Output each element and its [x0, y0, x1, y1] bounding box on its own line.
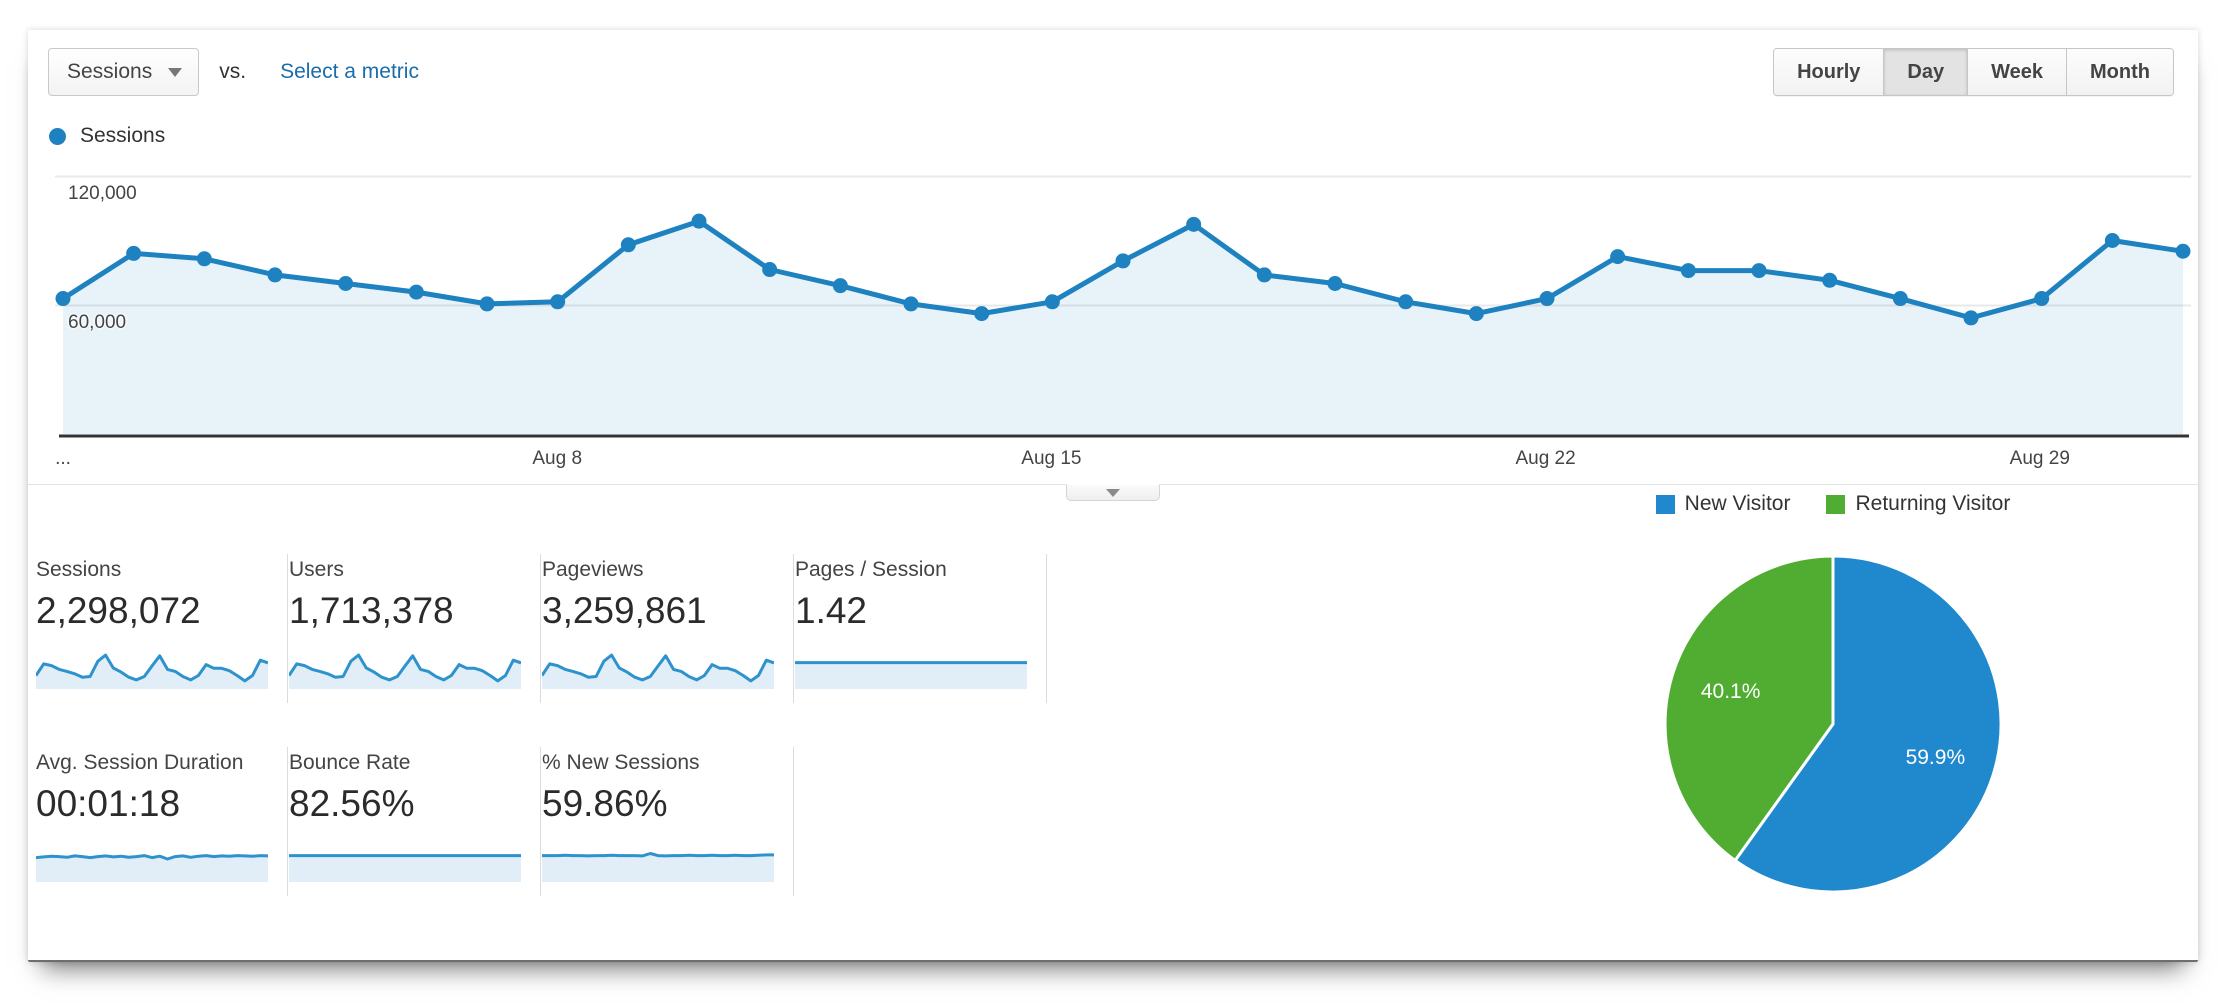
analytics-overview-panel: Sessions vs. Select a metric Hourly Day … [28, 30, 2198, 962]
granularity-week-button[interactable]: Week [1968, 49, 2068, 95]
granularity-month-button[interactable]: Month [2067, 49, 2173, 95]
pie-legend: New Visitor Returning Visitor [1553, 492, 2113, 516]
scorecard-label: % New Sessions [542, 750, 700, 774]
scorecard-pageviews: Pageviews 3,259,861 [541, 554, 794, 703]
scorecard-label: Avg. Session Duration [36, 750, 244, 774]
summary-section: Sessions 2,298,072 Users 1,713,378 Pagev… [28, 492, 2198, 896]
pie-canvas: 59.9% 40.1% [1663, 554, 2003, 894]
x-axis-label: Aug 29 [2009, 448, 2070, 469]
sessions-legend-dot-icon [49, 127, 66, 145]
scorecard-new-sessions: % New Sessions 59.86% [541, 746, 794, 896]
scorecard-pages-per-session: Pages / Session 1.42 [794, 554, 1047, 703]
chart-collapse-divider [28, 484, 2198, 502]
sessions-sparkline [36, 653, 268, 689]
x-axis-label: Aug 8 [532, 448, 583, 469]
new-visitor-swatch-icon [1655, 494, 1675, 514]
pages-per-session-sparkline [795, 660, 1027, 689]
y-axis-label: 120,000 [68, 183, 137, 204]
avg-session-duration-sparkline [36, 853, 268, 882]
returning-visitor-swatch-icon [1826, 494, 1846, 514]
scorecard-value: 2,298,072 [36, 590, 201, 631]
collapse-arrow-icon [1106, 488, 1120, 497]
scorecard-value: 3,259,861 [542, 590, 707, 631]
series-legend: Sessions [49, 124, 2198, 148]
granularity-day-button[interactable]: Day [1884, 49, 1969, 95]
scorecard-value: 1,713,378 [289, 590, 454, 631]
scorecard-bounce-rate: Bounce Rate 82.56% [288, 746, 541, 896]
scorecard-label: Pages / Session [795, 558, 947, 581]
y-axis-label: 60,000 [68, 312, 127, 333]
scorecard-label: Users [289, 558, 344, 581]
granularity-hourly-button[interactable]: Hourly [1774, 49, 1885, 95]
line-chart-canvas [55, 175, 2191, 438]
pie-slice-label: 40.1% [1701, 680, 1761, 703]
pageviews-sparkline [542, 653, 774, 689]
new-sessions-sparkline [542, 851, 774, 882]
select-a-metric-link[interactable]: Select a metric [280, 60, 419, 83]
legend-item-new-visitor: New Visitor [1655, 492, 1791, 516]
scorecard-avg-session-duration: Avg. Session Duration 00:01:18 [35, 746, 288, 896]
pie-chart: 59.9% 40.1% [1659, 550, 2007, 903]
scorecard-users: Users 1,713,378 [288, 554, 541, 703]
visitor-type-chart: New Visitor Returning Visitor 59.9% 40.1% [1553, 492, 2113, 903]
pie-slice-label: 59.9% [1906, 746, 1966, 769]
legend-label: New Visitor [1684, 492, 1791, 515]
legend-item-returning-visitor: Returning Visitor [1826, 492, 2010, 516]
bounce-rate-sparkline [289, 853, 521, 882]
scorecards: Sessions 2,298,072 Users 1,713,378 Pagev… [35, 554, 1050, 896]
scorecard-sessions: Sessions 2,298,072 [35, 554, 288, 703]
users-sparkline [289, 653, 521, 689]
scorecard-label: Sessions [36, 558, 122, 581]
scorecard-value: 59.86% [542, 782, 668, 824]
chart-toolbar: Sessions vs. Select a metric Hourly Day … [48, 48, 2174, 96]
scorecard-label: Bounce Rate [289, 750, 411, 774]
x-axis-label: ... [55, 448, 71, 469]
metric-select-label: Sessions [67, 60, 153, 83]
x-axis-label: Aug 15 [1021, 448, 1082, 469]
metric-select-dropdown[interactable]: Sessions [48, 48, 200, 96]
scorecard-value: 1.42 [795, 590, 868, 631]
scorecard-value: 00:01:18 [36, 782, 181, 824]
granularity-segmented-control: Hourly Day Week Month [1773, 48, 2174, 96]
x-axis-labels: ... Aug 8 Aug 15 Aug 22 Aug 29 [55, 442, 2189, 476]
sessions-legend-label: Sessions [80, 124, 166, 147]
collapse-chart-tab[interactable] [1066, 484, 1160, 501]
scorecards-row-2: Avg. Session Duration 00:01:18 Bounce Ra… [35, 746, 1050, 896]
x-axis-label: Aug 22 [1515, 448, 1576, 469]
sessions-line-chart[interactable]: 60,000 120,000 [55, 162, 2191, 440]
scorecard-label: Pageviews [542, 558, 644, 581]
legend-label: Returning Visitor [1855, 492, 2011, 515]
vs-label: vs. [219, 60, 247, 83]
chevron-down-icon [168, 67, 183, 77]
scorecard-value: 82.56% [289, 782, 415, 824]
scorecards-row-1: Sessions 2,298,072 Users 1,713,378 Pagev… [35, 554, 1050, 703]
